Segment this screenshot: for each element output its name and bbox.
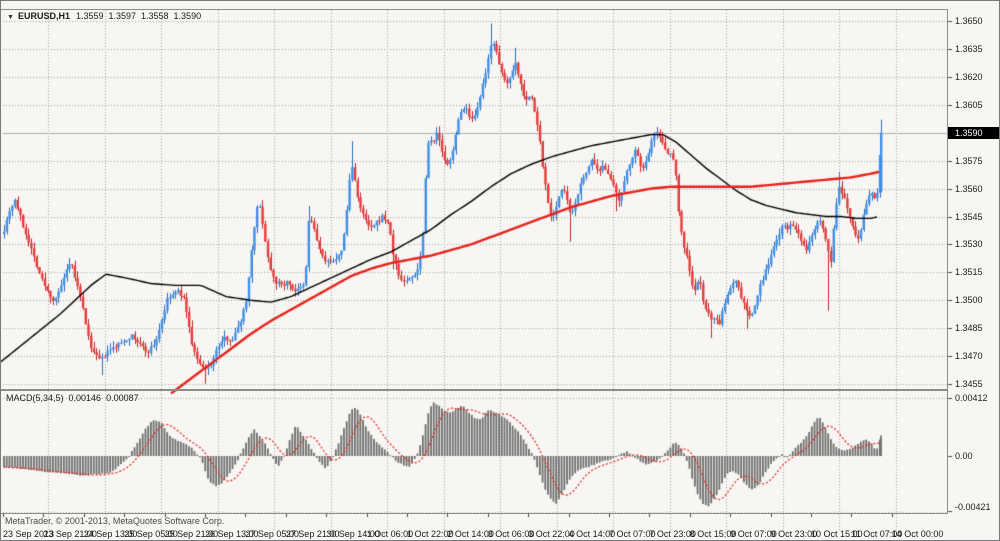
macd-tick-label: 0.00412 (955, 393, 988, 404)
quote-open: 1.3559 (75, 11, 104, 21)
quote-low: 1.3558 (141, 11, 169, 21)
quote-bar: ▼ EURUSD,H1 1.3559 1.3597 1.3558 1.3590 (7, 11, 206, 21)
price-tick-label: 1.3530 (955, 239, 983, 250)
price-tick-label: 1.3635 (955, 43, 983, 54)
macd-name: MACD(5,34,5) (6, 393, 64, 403)
time-tick-label: 23 Sep 2013 (3, 529, 55, 539)
macd-tick-label: -0.00421 (955, 502, 991, 512)
time-tick-label: 7 Oct 07:00 (609, 529, 656, 539)
time-tick-label: 25 Sep 21:00 (164, 529, 219, 539)
macd-signal-value: 0.00087 (106, 393, 139, 403)
time-tick-label: 7 Oct 23:00 (649, 529, 696, 539)
time-tick-label: 8 Oct 15:00 (689, 529, 737, 539)
pane-top-border (1, 9, 948, 10)
time-tick-label: 30 Sep 14:00 (326, 529, 380, 539)
pane-divider[interactable] (1, 389, 948, 391)
price-tick-label: 1.3545 (955, 211, 983, 222)
time-axis-border (1, 513, 948, 514)
price-axis[interactable]: 1.3650 1.3635 1.3620 1.3605 1.3575 1.3560 1.35… (948, 9, 999, 513)
price-tick-label: 1.3455 (955, 379, 983, 390)
time-axis[interactable]: 23 Sep 2013 23 Sep 21:00 24 Sep 13:00 25 Se… (1, 513, 948, 540)
price-tick-label: 1.3515 (955, 267, 983, 278)
price-tick-label: 1.3560 (955, 183, 983, 194)
time-tick-label: 23 Sep 21:00 (43, 529, 97, 539)
price-tick-label: 1.3575 (955, 155, 983, 166)
price-tick-label: 1.3470 (955, 351, 983, 362)
time-tick-label: 11 Oct 07:00 (851, 529, 903, 539)
time-tick-label: 14 Oct 00:00 (891, 529, 944, 539)
copyright-text: MetaTrader, © 2001-2013, MetaQuotes Soft… (5, 516, 225, 526)
price-tick-label: 1.3650 (955, 16, 983, 26)
time-tick-label: 10 Oct 15:00 (811, 529, 863, 539)
price-tick-label: 1.3500 (955, 295, 983, 306)
macd-tick-label: 0.00 (955, 451, 973, 461)
quote-close: 1.3590 (173, 11, 202, 21)
time-tick-label: 27 Sep 05:00 (245, 529, 299, 539)
time-tick-label: 9 Oct 07:00 (730, 529, 777, 539)
price-tick-label: 1.3605 (955, 99, 983, 110)
symbol-timeframe-label: EURUSD,H1 (17, 11, 70, 21)
time-tick-label: 3 Oct 22:00 (528, 529, 575, 539)
current-price-tag: 1.3590 (948, 126, 999, 139)
time-tick-label: 24 Sep 13:00 (83, 529, 138, 539)
time-tick-label: 2 Oct 14:00 (447, 529, 494, 539)
time-tick-label: 25 Sep 05:00 (124, 529, 178, 539)
time-tick-label: 27 Sep 21:00 (285, 529, 340, 539)
price-axis-border (947, 9, 948, 513)
price-tick-label: 1.3620 (955, 71, 983, 82)
price-tick-label: 1.3485 (955, 323, 983, 334)
time-tick-label: 3 Oct 06:00 (487, 529, 535, 539)
macd-indicator-label: MACD(5,34,5) 0.00146 0.00087 (6, 393, 144, 403)
time-tick-label: 1 Oct 22:00 (407, 529, 454, 539)
time-tick-label: 9 Oct 23:00 (770, 529, 818, 539)
symbol-dropdown-icon[interactable]: ▼ (7, 14, 14, 21)
time-tick-label: 4 Oct 14:00 (568, 529, 616, 539)
time-tick-label: 26 Sep 13:00 (205, 529, 259, 539)
time-tick-label: 1 Oct 06:00 (366, 529, 414, 539)
macd-main-value: 0.00146 (68, 393, 102, 403)
quote-high: 1.3597 (108, 11, 137, 21)
